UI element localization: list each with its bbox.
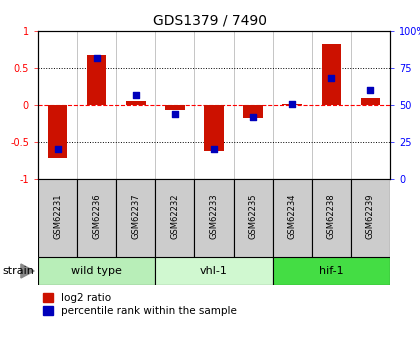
Bar [77, 179, 116, 257]
Text: strain: strain [2, 266, 34, 276]
Text: GDS1379 / 7490: GDS1379 / 7490 [153, 13, 267, 27]
Bar [38, 179, 77, 257]
Point [132, 92, 139, 97]
Bar [165, 105, 185, 110]
Point [289, 101, 296, 106]
Point [93, 55, 100, 60]
Point [54, 147, 61, 152]
Bar [234, 179, 273, 257]
Point [367, 87, 374, 93]
Bar [87, 55, 106, 105]
Text: wild type: wild type [71, 266, 122, 276]
Text: GSM62238: GSM62238 [327, 194, 336, 239]
Bar [243, 105, 263, 118]
Text: GSM62232: GSM62232 [171, 194, 179, 239]
Text: GSM62235: GSM62235 [249, 194, 257, 239]
Bar [322, 44, 341, 105]
Text: GSM62231: GSM62231 [53, 194, 62, 239]
Point [250, 114, 257, 120]
Bar [312, 179, 351, 257]
Bar [194, 179, 234, 257]
Bar [155, 257, 273, 285]
Bar [116, 179, 155, 257]
Bar [38, 257, 155, 285]
Text: GSM62237: GSM62237 [131, 194, 140, 239]
Text: GSM62234: GSM62234 [288, 194, 297, 239]
Bar [351, 179, 390, 257]
Legend: log2 ratio, percentile rank within the sample: log2 ratio, percentile rank within the s… [43, 293, 237, 316]
Text: GSM62233: GSM62233 [210, 194, 218, 239]
Text: vhl-1: vhl-1 [200, 266, 228, 276]
Bar [273, 179, 312, 257]
Bar [361, 98, 380, 105]
Bar [204, 105, 224, 151]
Point [328, 76, 335, 81]
Bar [282, 104, 302, 105]
Bar [126, 101, 146, 105]
Text: GSM62236: GSM62236 [92, 194, 101, 239]
Point [171, 111, 178, 117]
Point [211, 147, 218, 152]
Bar [273, 257, 390, 285]
Bar [155, 179, 194, 257]
Polygon shape [21, 264, 34, 278]
Bar [48, 105, 67, 158]
Text: GSM62239: GSM62239 [366, 194, 375, 239]
Text: hif-1: hif-1 [319, 266, 344, 276]
